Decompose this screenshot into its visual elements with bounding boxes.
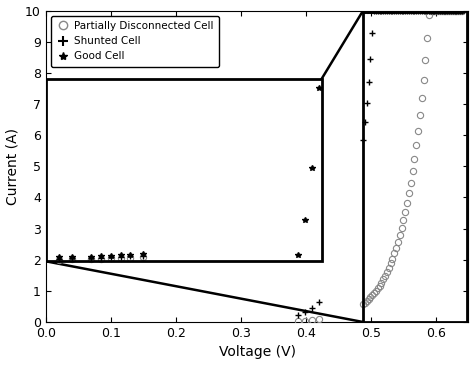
Bar: [46, 79, 321, 261]
Y-axis label: Current (A): Current (A): [6, 128, 19, 205]
Bar: [46, 79, 321, 261]
Bar: [363, 11, 467, 322]
X-axis label: Voltage (V): Voltage (V): [219, 345, 296, 360]
Legend: Partially Disconnected Cell, Shunted Cell, Good Cell: Partially Disconnected Cell, Shunted Cel…: [51, 16, 219, 66]
